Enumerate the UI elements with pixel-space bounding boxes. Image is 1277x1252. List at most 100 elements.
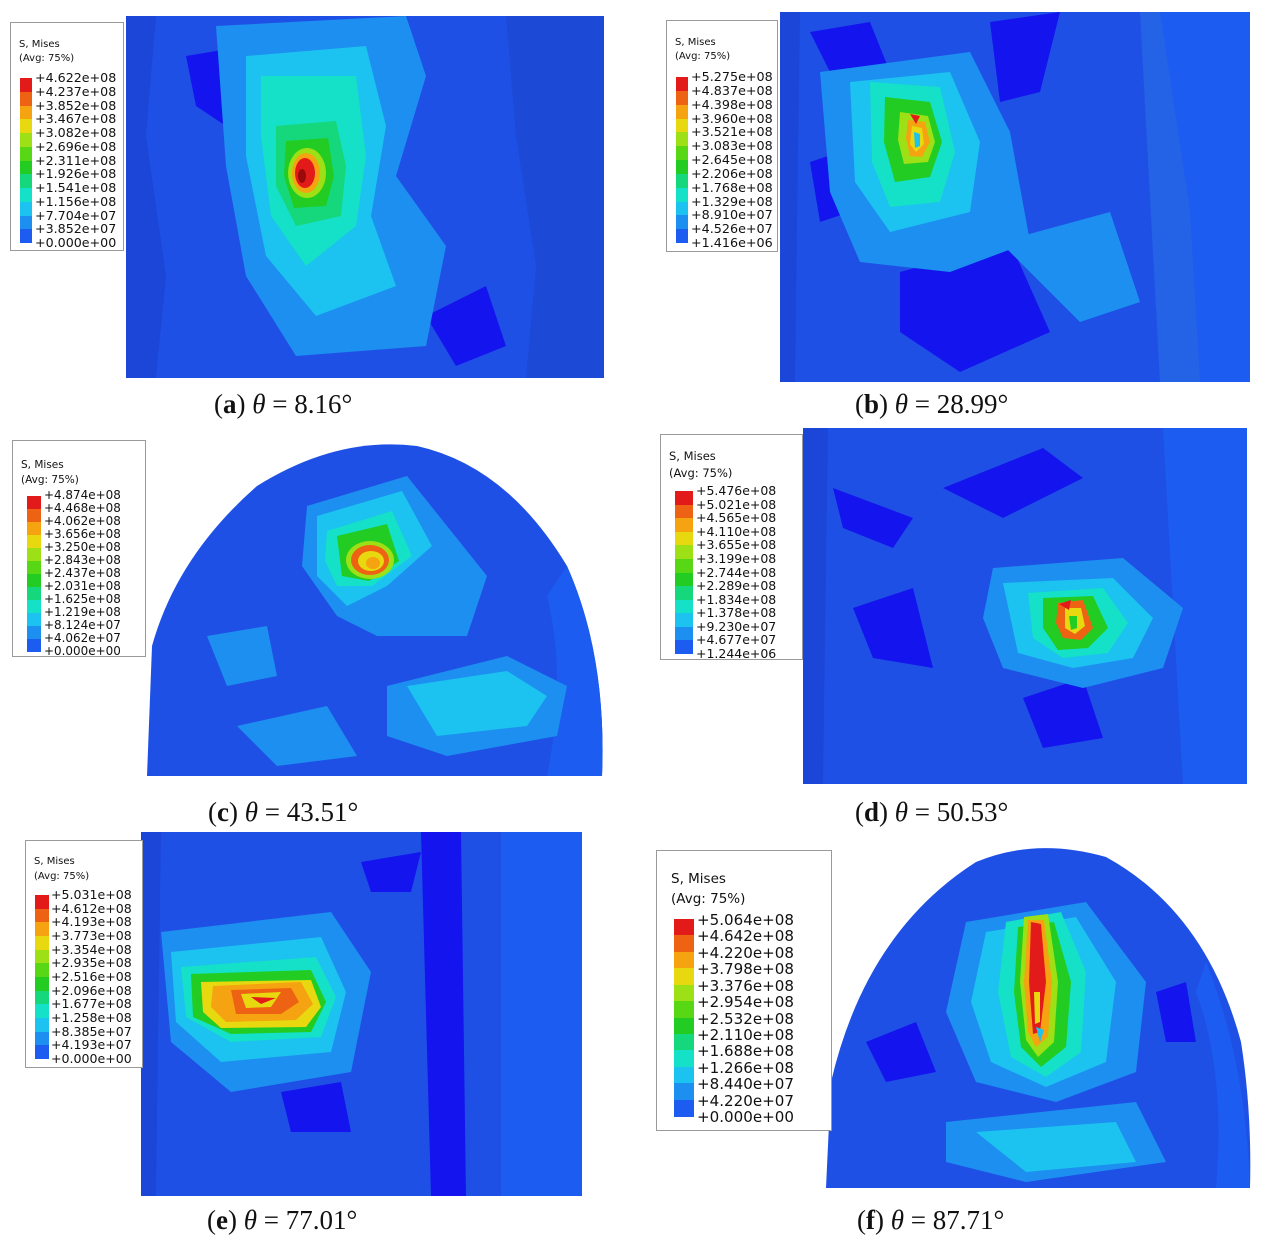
legend-value: +0.000e+00 — [51, 1051, 132, 1066]
legend-swatch — [676, 146, 688, 161]
caption-value: = 50.53° — [908, 797, 1009, 827]
legend-value: +5.031e+08 — [51, 887, 132, 902]
legend-value: +3.960e+08 — [691, 110, 773, 126]
legend-value: +1.219e+08 — [44, 605, 121, 619]
legend-swatch — [675, 613, 693, 628]
legend-swatch — [27, 626, 41, 639]
legend-value: +4.062e+08 — [44, 514, 121, 528]
legend-swatch — [20, 146, 32, 161]
legend-value: +4.526e+07 — [691, 221, 773, 237]
legend-value: +2.532e+08 — [697, 1009, 794, 1028]
legend-value: +4.837e+08 — [691, 82, 773, 98]
legend-colorbar — [35, 895, 49, 1060]
legend-value: +1.625e+08 — [44, 592, 121, 606]
legend-value: +4.642e+08 — [697, 927, 794, 946]
legend-swatch — [674, 935, 694, 953]
legend-swatch — [676, 229, 688, 244]
caption-theta: θ — [252, 389, 266, 419]
legend-swatch — [20, 215, 32, 230]
contour-plot-f — [826, 842, 1252, 1188]
legend-swatch — [675, 558, 693, 573]
caption-letter: a — [223, 389, 237, 419]
legend-subtitle: (Avg: 75%) — [669, 466, 733, 480]
legend-b: S, Mises (Avg: 75%) +5.275e+08 +4.837e+08… — [666, 20, 778, 252]
legend-swatch — [675, 491, 693, 505]
legend-value: +3.199e+08 — [696, 550, 777, 566]
legend-swatch — [675, 599, 693, 614]
legend-swatch — [27, 509, 41, 522]
legend-swatch — [35, 963, 49, 978]
legend-value: +3.798e+08 — [697, 960, 794, 979]
legend-value: +0.000e+00 — [44, 644, 121, 658]
caption-theta: θ — [894, 389, 909, 419]
legend-swatch — [20, 133, 32, 147]
legend-value: +0.000e+00 — [697, 1108, 794, 1126]
legend-swatch — [674, 1050, 694, 1068]
legend-value: +5.064e+08 — [697, 911, 794, 929]
legend-swatch — [20, 201, 32, 216]
legend-value: +0.000e+00 — [35, 235, 117, 250]
legend-value: +2.744e+08 — [696, 564, 777, 580]
legend-swatch — [675, 531, 693, 546]
legend-swatch — [35, 949, 49, 964]
legend-swatch — [674, 1099, 694, 1117]
legend-value: +1.378e+08 — [696, 605, 777, 621]
legend-value: +4.237e+08 — [35, 83, 117, 99]
caption-b: (b) θ = 28.99° — [855, 389, 1009, 419]
legend-title: S, Mises — [671, 871, 726, 887]
legend-c: S, Mises (Avg: 75%) +4.874e+08 +4.468e+08… — [12, 440, 146, 657]
legend-value: +4.468e+08 — [44, 501, 121, 515]
legend-swatch — [35, 1018, 49, 1032]
caption-a: (a) θ = 8.16° — [214, 389, 353, 419]
legend-value: +1.156e+08 — [35, 193, 117, 209]
legend-value: +4.565e+08 — [696, 510, 777, 526]
legend-value: +3.083e+08 — [691, 138, 773, 154]
caption-letter: f — [866, 1205, 875, 1235]
legend-value: +1.541e+08 — [35, 180, 117, 195]
legend-f: S, Mises (Avg: 75%) +5.064e+08 +4.642e+08… — [656, 850, 832, 1131]
legend-value: +3.521e+08 — [691, 124, 773, 140]
legend-swatch — [675, 545, 693, 560]
legend-swatch — [674, 1033, 694, 1051]
legend-swatch — [676, 201, 688, 216]
legend-value: +1.416e+06 — [691, 235, 773, 250]
legend-value: +1.329e+08 — [691, 193, 773, 209]
legend-value: +4.612e+08 — [51, 900, 132, 916]
legend-swatch — [20, 105, 32, 120]
legend-swatch — [35, 977, 49, 991]
legend-value: +2.696e+08 — [35, 138, 117, 154]
legend-value: +4.874e+08 — [44, 488, 121, 502]
legend-swatch — [27, 496, 41, 509]
legend-swatch — [35, 1045, 49, 1060]
legend-value: +9.230e+07 — [696, 618, 777, 634]
legend-swatch — [35, 908, 49, 923]
legend-swatch — [674, 1066, 694, 1084]
legend-value: +2.645e+08 — [691, 152, 773, 167]
legend-title: S, Mises — [34, 856, 75, 867]
legend-value: +4.193e+08 — [51, 914, 132, 930]
legend-value: +2.031e+08 — [44, 579, 121, 593]
contour-plot-d — [803, 428, 1247, 784]
legend-swatch — [27, 639, 41, 652]
legend-swatch — [35, 895, 49, 909]
caption-theta: θ — [890, 1205, 905, 1235]
legend-value: +2.110e+08 — [697, 1025, 794, 1044]
legend-swatch — [27, 600, 41, 613]
legend-value: +5.476e+08 — [696, 483, 777, 498]
legend-subtitle: (Avg: 75%) — [675, 51, 731, 62]
legend-title: S, Mises — [675, 37, 716, 48]
legend-swatch — [675, 518, 693, 533]
legend-swatch — [20, 188, 32, 202]
legend-value: +1.768e+08 — [691, 179, 773, 195]
caption-value: = 77.01° — [257, 1205, 358, 1235]
legend-swatch — [675, 640, 693, 655]
legend-swatch — [675, 626, 693, 641]
caption-value: = 8.16° — [265, 389, 353, 419]
caption-theta: θ — [894, 797, 909, 827]
legend-swatch — [35, 990, 49, 1005]
legend-swatch — [675, 572, 693, 587]
legend-colorbar — [20, 78, 32, 244]
caption-letter: b — [864, 389, 880, 419]
legend-swatch — [35, 1031, 49, 1046]
legend-swatch — [20, 91, 32, 106]
